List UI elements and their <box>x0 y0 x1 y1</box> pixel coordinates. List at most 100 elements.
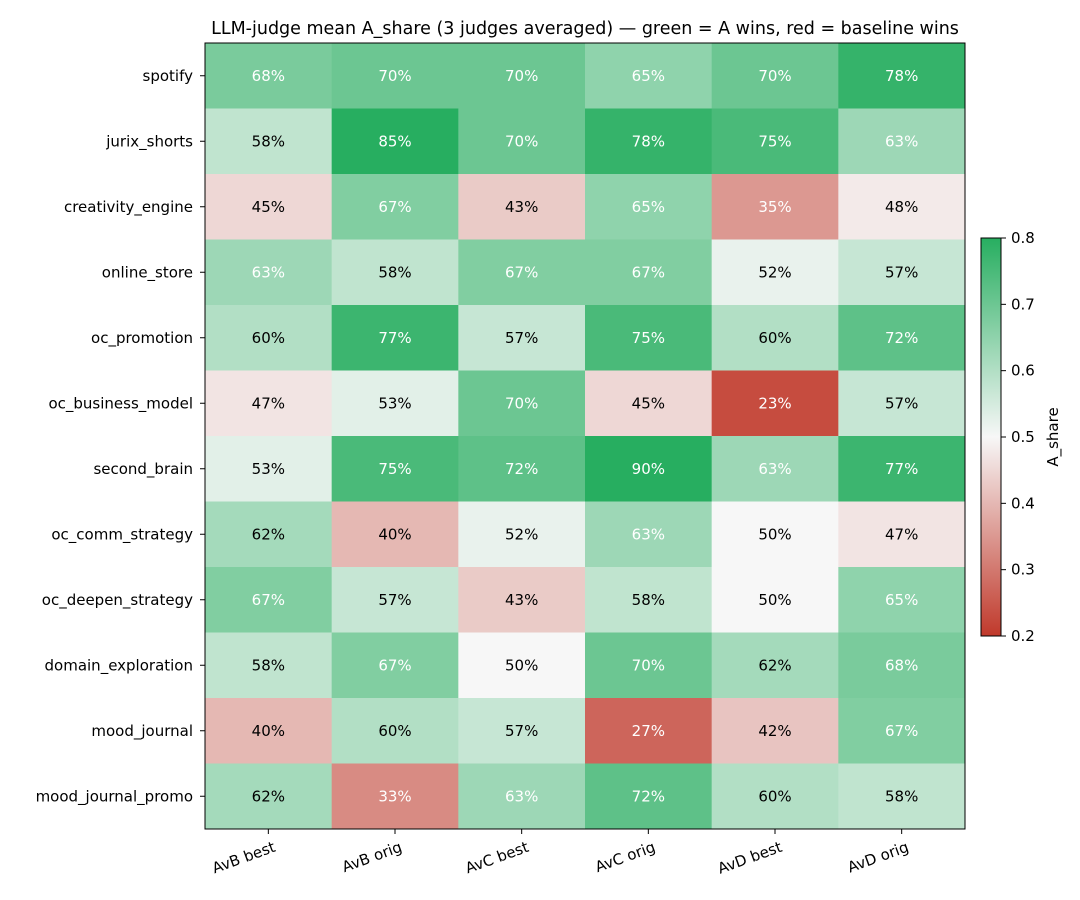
heatmap-cell <box>331 108 459 175</box>
heatmap-cell <box>585 43 713 109</box>
row-label: creativity_engine <box>64 198 193 217</box>
heatmap-cell <box>838 370 966 437</box>
cell-label: 48% <box>885 198 918 216</box>
heatmap-cell <box>205 108 333 175</box>
heatmap-cell <box>331 239 459 306</box>
colorbar-ticks: 0.2 0.3 0.4 0.5 0.6 0.7 0.8 <box>1001 229 1035 645</box>
heatmap-cell <box>585 501 713 568</box>
column-label: AvB best <box>210 838 278 877</box>
cell-label: 42% <box>758 722 791 740</box>
heatmap-cell <box>585 436 713 502</box>
heatmap-cell <box>205 43 333 109</box>
cell-label: 62% <box>252 525 285 543</box>
cell-label: 70% <box>758 67 791 85</box>
cell-label: 70% <box>378 67 411 85</box>
cell-label: 75% <box>758 132 791 150</box>
cell-label: 43% <box>505 198 538 216</box>
heatmap-cell <box>838 174 966 240</box>
cell-label: 57% <box>885 394 918 412</box>
cell-label: 58% <box>378 263 411 281</box>
cell-label: 27% <box>632 722 665 740</box>
cell-label: 58% <box>885 787 918 805</box>
row-label: domain_exploration <box>45 656 193 675</box>
cell-label: 78% <box>885 67 918 85</box>
row-label: jurix_shorts <box>105 132 193 151</box>
row-label: mood_journal <box>91 722 193 741</box>
cell-label: 50% <box>758 525 791 543</box>
cell-label: 68% <box>252 67 285 85</box>
heatmap-cell <box>585 174 713 240</box>
heatmap-cell <box>458 108 586 175</box>
heatmap-cell <box>331 43 459 109</box>
row-label: oc_promotion <box>91 329 193 348</box>
heatmap-cell <box>331 436 459 502</box>
heatmap-cell <box>585 763 713 830</box>
heatmap-cell <box>711 501 839 568</box>
heatmap-cell <box>711 239 839 306</box>
colorbar: 0.2 0.3 0.4 0.5 0.6 0.7 0.8 A_share <box>980 229 1063 645</box>
heatmap-cell <box>711 43 839 109</box>
heatmap-cell <box>205 632 333 699</box>
cell-label: 72% <box>632 787 665 805</box>
cell-label: 63% <box>885 132 918 150</box>
cell-label: 72% <box>885 329 918 347</box>
cell-label: 58% <box>252 656 285 674</box>
heatmap-cell <box>205 501 333 568</box>
cell-label: 50% <box>505 656 538 674</box>
heatmap-cell <box>585 370 713 437</box>
heatmap-cell <box>458 174 586 240</box>
cell-label: 62% <box>252 787 285 805</box>
heatmap-cell <box>838 632 966 699</box>
heatmap-cell <box>458 43 586 109</box>
heatmap-cell <box>458 763 586 830</box>
heatmap-cell <box>838 698 966 764</box>
heatmap-cell <box>205 698 333 764</box>
heatmap-cell <box>205 174 333 240</box>
heatmap-cell <box>711 567 839 633</box>
colorbar-tick-label: 0.3 <box>1011 561 1035 579</box>
heatmap-cell <box>838 108 966 175</box>
heatmap-cell <box>711 305 839 371</box>
cell-label: 47% <box>252 394 285 412</box>
cell-label: 75% <box>378 460 411 478</box>
heatmap-cell <box>458 632 586 699</box>
heatmap-cell <box>458 698 586 764</box>
cell-label: 77% <box>885 460 918 478</box>
cell-label: 57% <box>505 329 538 347</box>
heatmap-cell <box>205 239 333 306</box>
heatmap-cell <box>838 436 966 502</box>
cell-label: 70% <box>505 394 538 412</box>
heatmap-cell <box>711 370 839 437</box>
cell-label: 85% <box>378 132 411 150</box>
heatmap-cell <box>458 567 586 633</box>
heatmap-cell <box>838 763 966 830</box>
row-label: online_store <box>102 263 193 282</box>
cell-label: 50% <box>758 591 791 609</box>
heatmap-cell <box>711 632 839 699</box>
cell-label: 40% <box>378 525 411 543</box>
plot-frame <box>204 42 966 830</box>
cell-label: 63% <box>758 460 791 478</box>
heatmap-cell <box>458 436 586 502</box>
cell-label: 72% <box>505 460 538 478</box>
heatmap-cell <box>711 108 839 175</box>
colorbar-tick-label: 0.4 <box>1011 494 1035 512</box>
cell-label: 77% <box>378 329 411 347</box>
colorbar-tick-label: 0.5 <box>1011 428 1035 446</box>
heatmap-cell <box>585 632 713 699</box>
colorbar-gradient <box>980 237 1002 637</box>
cell-label: 47% <box>885 525 918 543</box>
cell-label: 63% <box>252 263 285 281</box>
cell-label: 60% <box>758 787 791 805</box>
row-label: oc_business_model <box>48 394 193 413</box>
heatmap-cell <box>331 567 459 633</box>
cell-label: 67% <box>378 656 411 674</box>
heatmap-cell <box>458 370 586 437</box>
cell-label: 35% <box>758 198 791 216</box>
heatmap-cell <box>331 698 459 764</box>
cell-label: 70% <box>632 656 665 674</box>
cell-label: 52% <box>758 263 791 281</box>
cell-label: 57% <box>505 722 538 740</box>
heatmap-cell <box>711 436 839 502</box>
cell-label: 60% <box>252 329 285 347</box>
